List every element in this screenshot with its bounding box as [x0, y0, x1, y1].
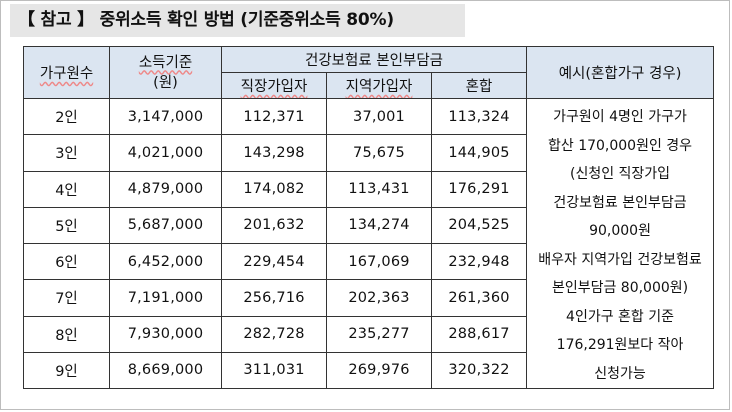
cell-employee: 229,454	[221, 242, 327, 281]
cell-household: 6인	[23, 242, 110, 281]
table-row: 5인 5,687,000 201,632 134,274 204,525	[23, 206, 714, 245]
example-line: 본인부담금 80,000원)	[551, 280, 689, 296]
cell-mixed: 232,948	[430, 242, 528, 281]
cell-income: 7,191,000	[109, 279, 222, 317]
cell-mixed: 320,322	[430, 351, 528, 390]
table-row: 8인 7,930,000 282,728 235,277 288,617	[23, 315, 714, 353]
cell-household: 5인	[23, 206, 110, 245]
header-regional: 지역가입자	[326, 72, 432, 99]
cell-regional: 37,001	[326, 97, 432, 136]
page-title: 【 참고 】 중위소득 확인 방법 (기준중위소득 80%)	[10, 4, 465, 37]
example-line: (신청인 직장가입	[569, 166, 671, 182]
cell-income: 5,687,000	[109, 206, 222, 245]
example-line: 가구원이 4명인 가구가	[553, 109, 687, 125]
cell-mixed: 176,291	[430, 170, 528, 208]
cell-mixed: 288,617	[430, 315, 528, 353]
example-line: 합산 170,000원인 경우	[547, 137, 693, 154]
example-cell: 가구원이 4명인 가구가 합산 170,000원인 경우 (신청인 직장가입 건…	[526, 98, 715, 389]
cell-mixed: 204,525	[430, 206, 528, 245]
example-line: 신청가능	[594, 365, 646, 382]
header-premium-group: 건강보험료 본인부담금	[220, 46, 528, 73]
cell-employee: 201,632	[221, 206, 327, 245]
cell-employee: 256,716	[221, 279, 327, 317]
cell-regional: 202,363	[326, 279, 432, 317]
cell-regional: 269,976	[326, 351, 432, 390]
table-row: 2인 3,147,000 112,371 37,001 113,324 가구원이…	[23, 97, 715, 389]
cell-regional: 235,277	[326, 315, 432, 353]
cell-household: 9인	[23, 351, 110, 390]
header-income: 소득기준 (원)	[109, 46, 222, 99]
cell-household: 2인	[23, 97, 110, 136]
cell-employee: 143,298	[221, 134, 327, 172]
cell-regional: 134,274	[326, 206, 432, 245]
table-row: 9인 8,669,000 311,031 269,976 320,322	[23, 351, 714, 390]
cell-household: 3인	[23, 134, 110, 172]
example-line: 건강보험료 본인부담금	[553, 194, 687, 211]
header-employee: 직장가입자	[221, 72, 327, 99]
cell-income: 4,879,000	[109, 170, 222, 208]
cell-mixed: 113,324	[430, 97, 528, 136]
cell-mixed: 144,905	[430, 134, 528, 172]
cell-income: 6,452,000	[109, 242, 222, 281]
table-row: 3인 4,021,000 143,298 75,675 144,905	[23, 134, 714, 172]
cell-employee: 311,031	[221, 351, 327, 390]
cell-mixed: 261,360	[430, 279, 528, 317]
cell-income: 4,021,000	[109, 134, 222, 172]
cell-income: 8,669,000	[109, 351, 222, 390]
cell-employee: 174,082	[221, 170, 327, 208]
cell-regional: 75,675	[326, 134, 432, 172]
table-row: 4인 4,879,000 174,082 113,431 176,291	[23, 170, 714, 208]
header-household: 가구원수	[23, 46, 110, 99]
table-row: 7인 7,191,000 256,716 202,363 261,360	[23, 279, 714, 317]
example-line: 176,291원보다 작아	[556, 337, 684, 353]
cell-regional: 167,069	[326, 242, 432, 281]
table-row: 6인 6,452,000 229,454 167,069 232,948	[23, 242, 714, 281]
cell-employee: 282,728	[221, 315, 327, 353]
header-mixed: 혼합	[430, 72, 528, 99]
cell-regional: 113,431	[326, 170, 432, 208]
cell-income: 7,930,000	[109, 315, 222, 353]
income-table: 가구원수 소득기준 (원) 건강보험료 본인부담금 예시(혼합가구 경우) 직장…	[23, 46, 715, 390]
cell-employee: 112,371	[221, 97, 327, 136]
header-example: 예시(혼합가구 경우)	[526, 46, 715, 99]
example-line: 배우자 지역가입 건강보험료	[538, 251, 702, 268]
cell-household: 8인	[23, 315, 110, 353]
cell-household: 4인	[23, 170, 110, 208]
example-line: 4인가구 혼합 기준	[566, 308, 675, 325]
example-line: 90,000원	[589, 223, 651, 239]
cell-household: 7인	[23, 279, 110, 317]
cell-income: 3,147,000	[109, 97, 222, 136]
